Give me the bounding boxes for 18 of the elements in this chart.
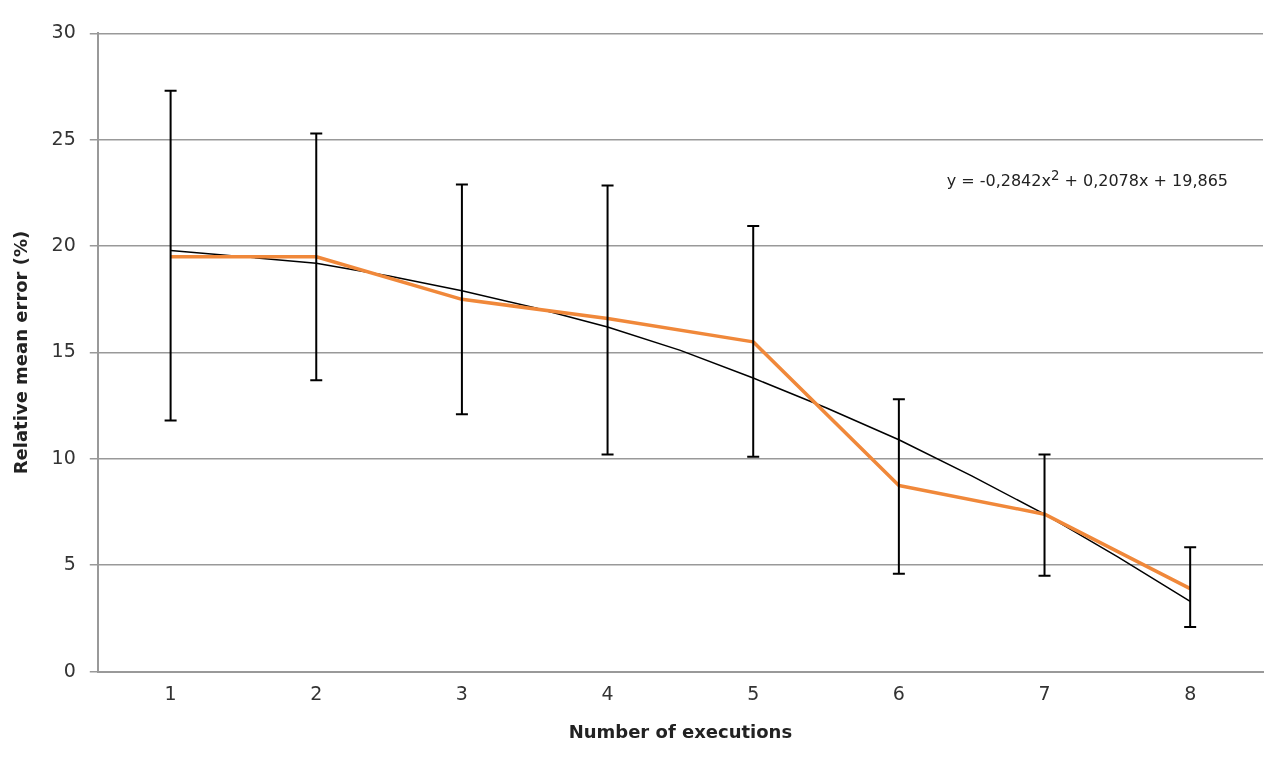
x-tick-label: 2: [310, 681, 323, 704]
annotation: y = -0,2842x$^{2}$ + 0,2078x + 19,865: [946, 168, 1228, 191]
y-axis-title: Relative mean error (%): [10, 230, 32, 475]
x-tick-label: 3: [455, 681, 468, 704]
y-tick-label: 20: [51, 233, 76, 256]
y-tick-label: 10: [51, 445, 76, 468]
x-tick-label: 6: [892, 681, 905, 704]
x-tick-label: 8: [1184, 681, 1197, 704]
y-tick-label: 25: [51, 126, 76, 149]
x-axis-title: Number of executions: [568, 720, 793, 742]
x-tick-label: 5: [747, 681, 760, 704]
y-tick-label: 0: [63, 658, 76, 681]
y-tick-label: 30: [51, 20, 76, 43]
x-tick-label: 7: [1038, 681, 1051, 704]
y-tick-label: 15: [51, 339, 76, 362]
x-tick-label: 1: [164, 681, 177, 704]
x-tick-label: 4: [601, 681, 614, 704]
y-tick-label: 5: [63, 552, 76, 575]
